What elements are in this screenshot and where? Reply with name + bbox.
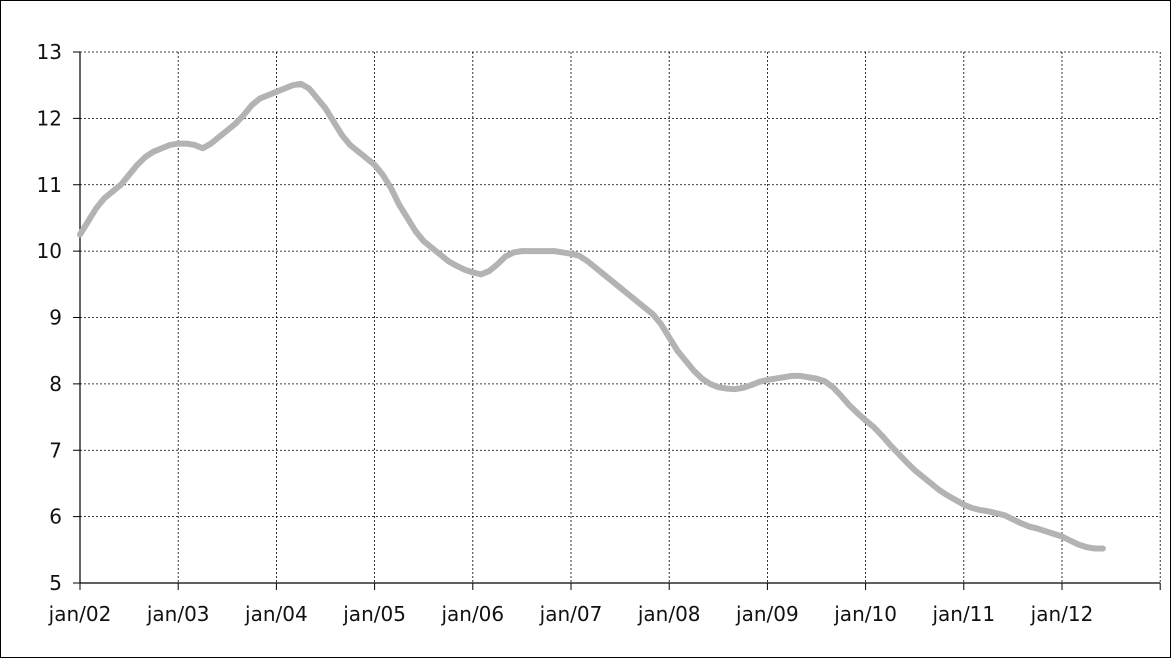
- x-tick-label: jan/09: [735, 602, 799, 626]
- axes: [73, 51, 1161, 590]
- x-tick-label: jan/03: [146, 602, 210, 626]
- x-tick-label: jan/08: [637, 602, 701, 626]
- y-tick-label: 11: [37, 173, 62, 197]
- x-tick-label: jan/04: [244, 602, 308, 626]
- y-tick-label: 7: [49, 438, 62, 462]
- y-tick-label: 12: [37, 106, 62, 130]
- x-tick-label: jan/10: [833, 602, 897, 626]
- series-line-0: [77, 80, 1106, 552]
- x-tick-label: jan/12: [1030, 602, 1094, 626]
- x-tick-labels: jan/02 jan/03 jan/04 jan/05 jan/06 jan/07 jan/…: [48, 602, 1094, 626]
- y-tick-label: 13: [37, 40, 62, 64]
- y-tick-label: 9: [49, 306, 62, 330]
- series-group: [77, 80, 1106, 552]
- y-tick-label: 6: [49, 505, 62, 529]
- y-tick-label: 10: [37, 239, 62, 263]
- y-tick-label: 8: [49, 372, 62, 396]
- x-tick-label: jan/11: [931, 602, 995, 626]
- x-tick-label: jan/06: [440, 602, 504, 626]
- x-tick-label: jan/02: [48, 602, 112, 626]
- grid-lines: [80, 51, 1161, 583]
- y-tick-label: 5: [49, 571, 62, 595]
- x-tick-label: jan/07: [539, 602, 603, 626]
- y-tick-labels: 5 6 7 8 9 10 11 12 13: [37, 40, 62, 595]
- x-tick-label: jan/05: [342, 602, 406, 626]
